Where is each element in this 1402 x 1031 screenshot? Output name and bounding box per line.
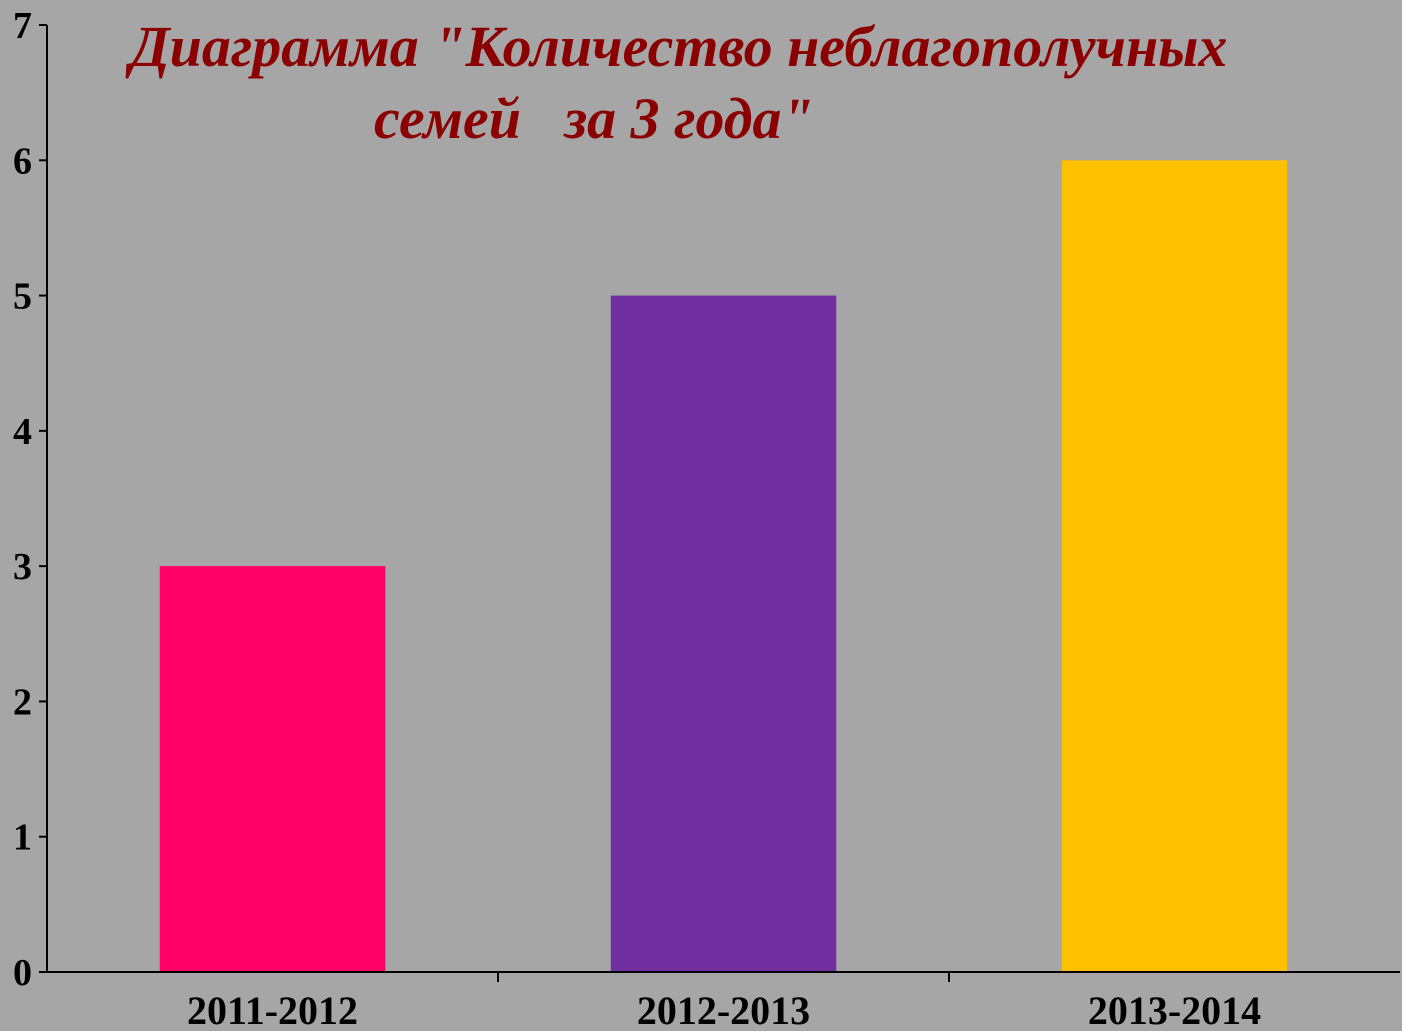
- x-tick-label-2013-2014: 2013-2014: [1088, 988, 1261, 1031]
- x-tick-label-2011-2012: 2011-2012: [187, 988, 358, 1031]
- y-tick-label-0: 0: [13, 952, 32, 994]
- chart-title-line-1: Диаграмма "Количество неблагополучных: [125, 14, 1227, 79]
- bar-2013-2014: [1061, 160, 1288, 973]
- y-tick-labels: 0 1 2 3 4 5 6 7: [13, 5, 32, 994]
- bars-group: [159, 160, 1288, 973]
- y-tick-label-4: 4: [13, 411, 32, 453]
- bar-2011-2012: [159, 566, 386, 972]
- x-tick-label-2012-2013: 2012-2013: [637, 988, 810, 1031]
- chart-title-line-2: семей за 3 года": [374, 86, 814, 151]
- y-tick-label-3: 3: [13, 546, 32, 588]
- y-tick-label-6: 6: [13, 140, 32, 182]
- y-tick-label-1: 1: [13, 817, 32, 859]
- axes-group: [39, 24, 1400, 982]
- bar-2012-2013: [610, 295, 837, 973]
- y-tick-label-5: 5: [13, 276, 32, 318]
- y-tick-label-7: 7: [13, 5, 32, 47]
- x-tick-labels: 2011-2012 2012-2013 2013-2014: [187, 988, 1261, 1031]
- y-tick-label-2: 2: [13, 681, 32, 723]
